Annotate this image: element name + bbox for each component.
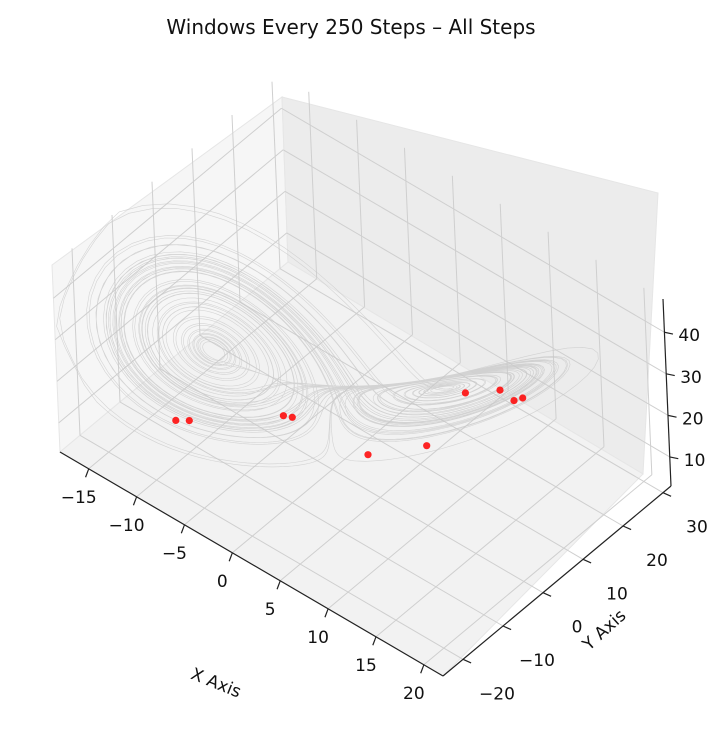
grid-line <box>282 149 667 375</box>
x-tick-label: 20 <box>403 684 425 704</box>
grid-line <box>53 107 282 299</box>
attractor-trajectory <box>56 203 599 468</box>
scatter-point <box>496 386 504 394</box>
grid-line <box>279 390 509 582</box>
z-axis-line <box>662 298 672 487</box>
tick-mark <box>132 496 138 506</box>
y-tick-label: 0 <box>572 618 583 638</box>
z-tick-label: 20 <box>682 409 704 429</box>
tick-mark <box>622 525 632 531</box>
axis-lines <box>59 298 672 677</box>
grid-line <box>58 232 288 424</box>
tick-mark <box>662 492 672 497</box>
grid-line <box>451 175 461 363</box>
y-tick-label: 20 <box>646 551 668 571</box>
x-tick-label: −15 <box>61 488 97 508</box>
grid-line <box>111 214 121 403</box>
y-axis-line <box>442 485 672 677</box>
y-tick-label: 30 <box>686 518 708 538</box>
z-tick-label: 30 <box>680 368 702 388</box>
grid-line <box>79 434 464 660</box>
grid-line <box>308 91 318 279</box>
grid-line <box>327 418 557 610</box>
tick-mark <box>542 592 552 597</box>
grid-line <box>56 190 286 382</box>
y-tick-label: 10 <box>606 584 628 604</box>
scatter-point <box>172 416 180 424</box>
x-tick-label: −5 <box>162 544 187 564</box>
scatter-point <box>364 451 372 459</box>
scatter-point <box>461 389 469 397</box>
tick-mark <box>664 331 674 335</box>
grid-line <box>199 334 584 560</box>
x-tick-label: 0 <box>217 572 228 592</box>
tick-mark <box>502 625 512 631</box>
grid-line <box>423 474 653 666</box>
x-tick-label: −10 <box>109 516 145 536</box>
tick-mark <box>85 468 90 478</box>
grid-line <box>375 446 605 638</box>
tick-mark <box>228 552 233 562</box>
grid-line <box>356 119 366 307</box>
grid-line <box>595 259 605 447</box>
y-tick-label: −20 <box>479 684 515 704</box>
scatter-point <box>519 394 527 402</box>
tick-mark <box>180 524 186 534</box>
scatter-point <box>185 417 193 425</box>
tick-mark <box>462 658 472 664</box>
grid-line <box>281 107 665 333</box>
scatter-point <box>279 412 287 420</box>
tick-mark <box>276 580 281 590</box>
x-tick-label: 15 <box>355 656 377 676</box>
z-tick-label: 40 <box>678 326 700 346</box>
grid-line <box>286 232 671 458</box>
tick-mark <box>372 636 377 646</box>
y-axis-label: Y Axis <box>578 606 630 656</box>
tick-mark <box>666 373 675 377</box>
grid-line <box>547 231 557 419</box>
grid-line <box>184 334 413 526</box>
scatter-point <box>288 413 296 421</box>
grid-line <box>271 81 281 269</box>
scatter-point <box>510 397 518 405</box>
grid-line <box>159 368 544 594</box>
z-tick-label: 10 <box>684 451 706 471</box>
scatter-point <box>423 442 431 450</box>
grid-line <box>151 181 161 369</box>
tick-mark <box>324 608 329 618</box>
grid-line <box>643 287 653 475</box>
tick-mark <box>420 664 425 674</box>
x-axis-line <box>59 451 444 677</box>
data-points <box>172 386 527 459</box>
y-tick-label: −10 <box>519 651 555 671</box>
x-tick-label: 10 <box>307 628 329 648</box>
grid-line <box>284 190 669 416</box>
trajectory-line <box>56 203 599 468</box>
grid-line <box>71 248 81 436</box>
tick-mark <box>582 558 592 564</box>
x-tick-label: 5 <box>265 600 276 620</box>
chart-title: Windows Every 250 Steps – All Steps <box>166 15 535 39</box>
tick-mark <box>667 414 677 418</box>
x-axis-label: X Axis <box>188 664 244 702</box>
grid-line <box>403 147 413 335</box>
grid-line <box>499 203 509 391</box>
grid-line <box>119 401 504 627</box>
grid-line <box>191 148 201 336</box>
tick-mark <box>669 456 679 460</box>
